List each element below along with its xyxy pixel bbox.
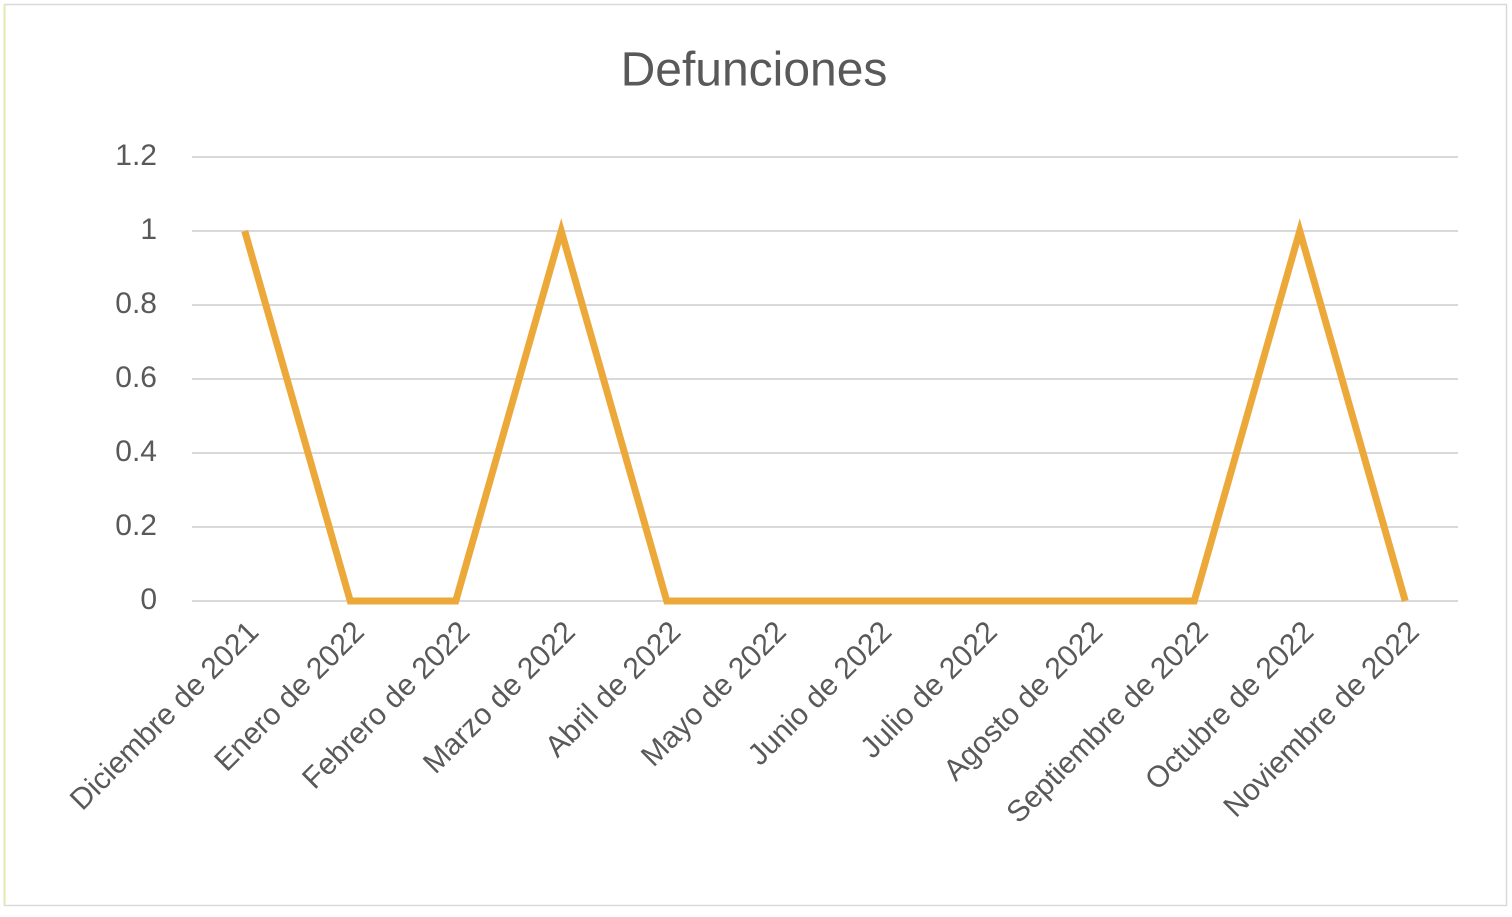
chart-frame — [3, 3, 1508, 907]
y-tick-label: 0.6 — [115, 361, 157, 394]
chart-title: Defunciones — [621, 44, 888, 97]
y-tick-label: 1.2 — [115, 139, 157, 172]
y-tick-label: 1 — [140, 213, 157, 246]
y-tick-label: 0.8 — [115, 287, 157, 320]
y-tick-label: 0.4 — [115, 435, 157, 468]
y-tick-label: 0 — [140, 583, 157, 616]
data-line — [241, 218, 1409, 605]
y-tick-label: 0.2 — [115, 509, 157, 542]
